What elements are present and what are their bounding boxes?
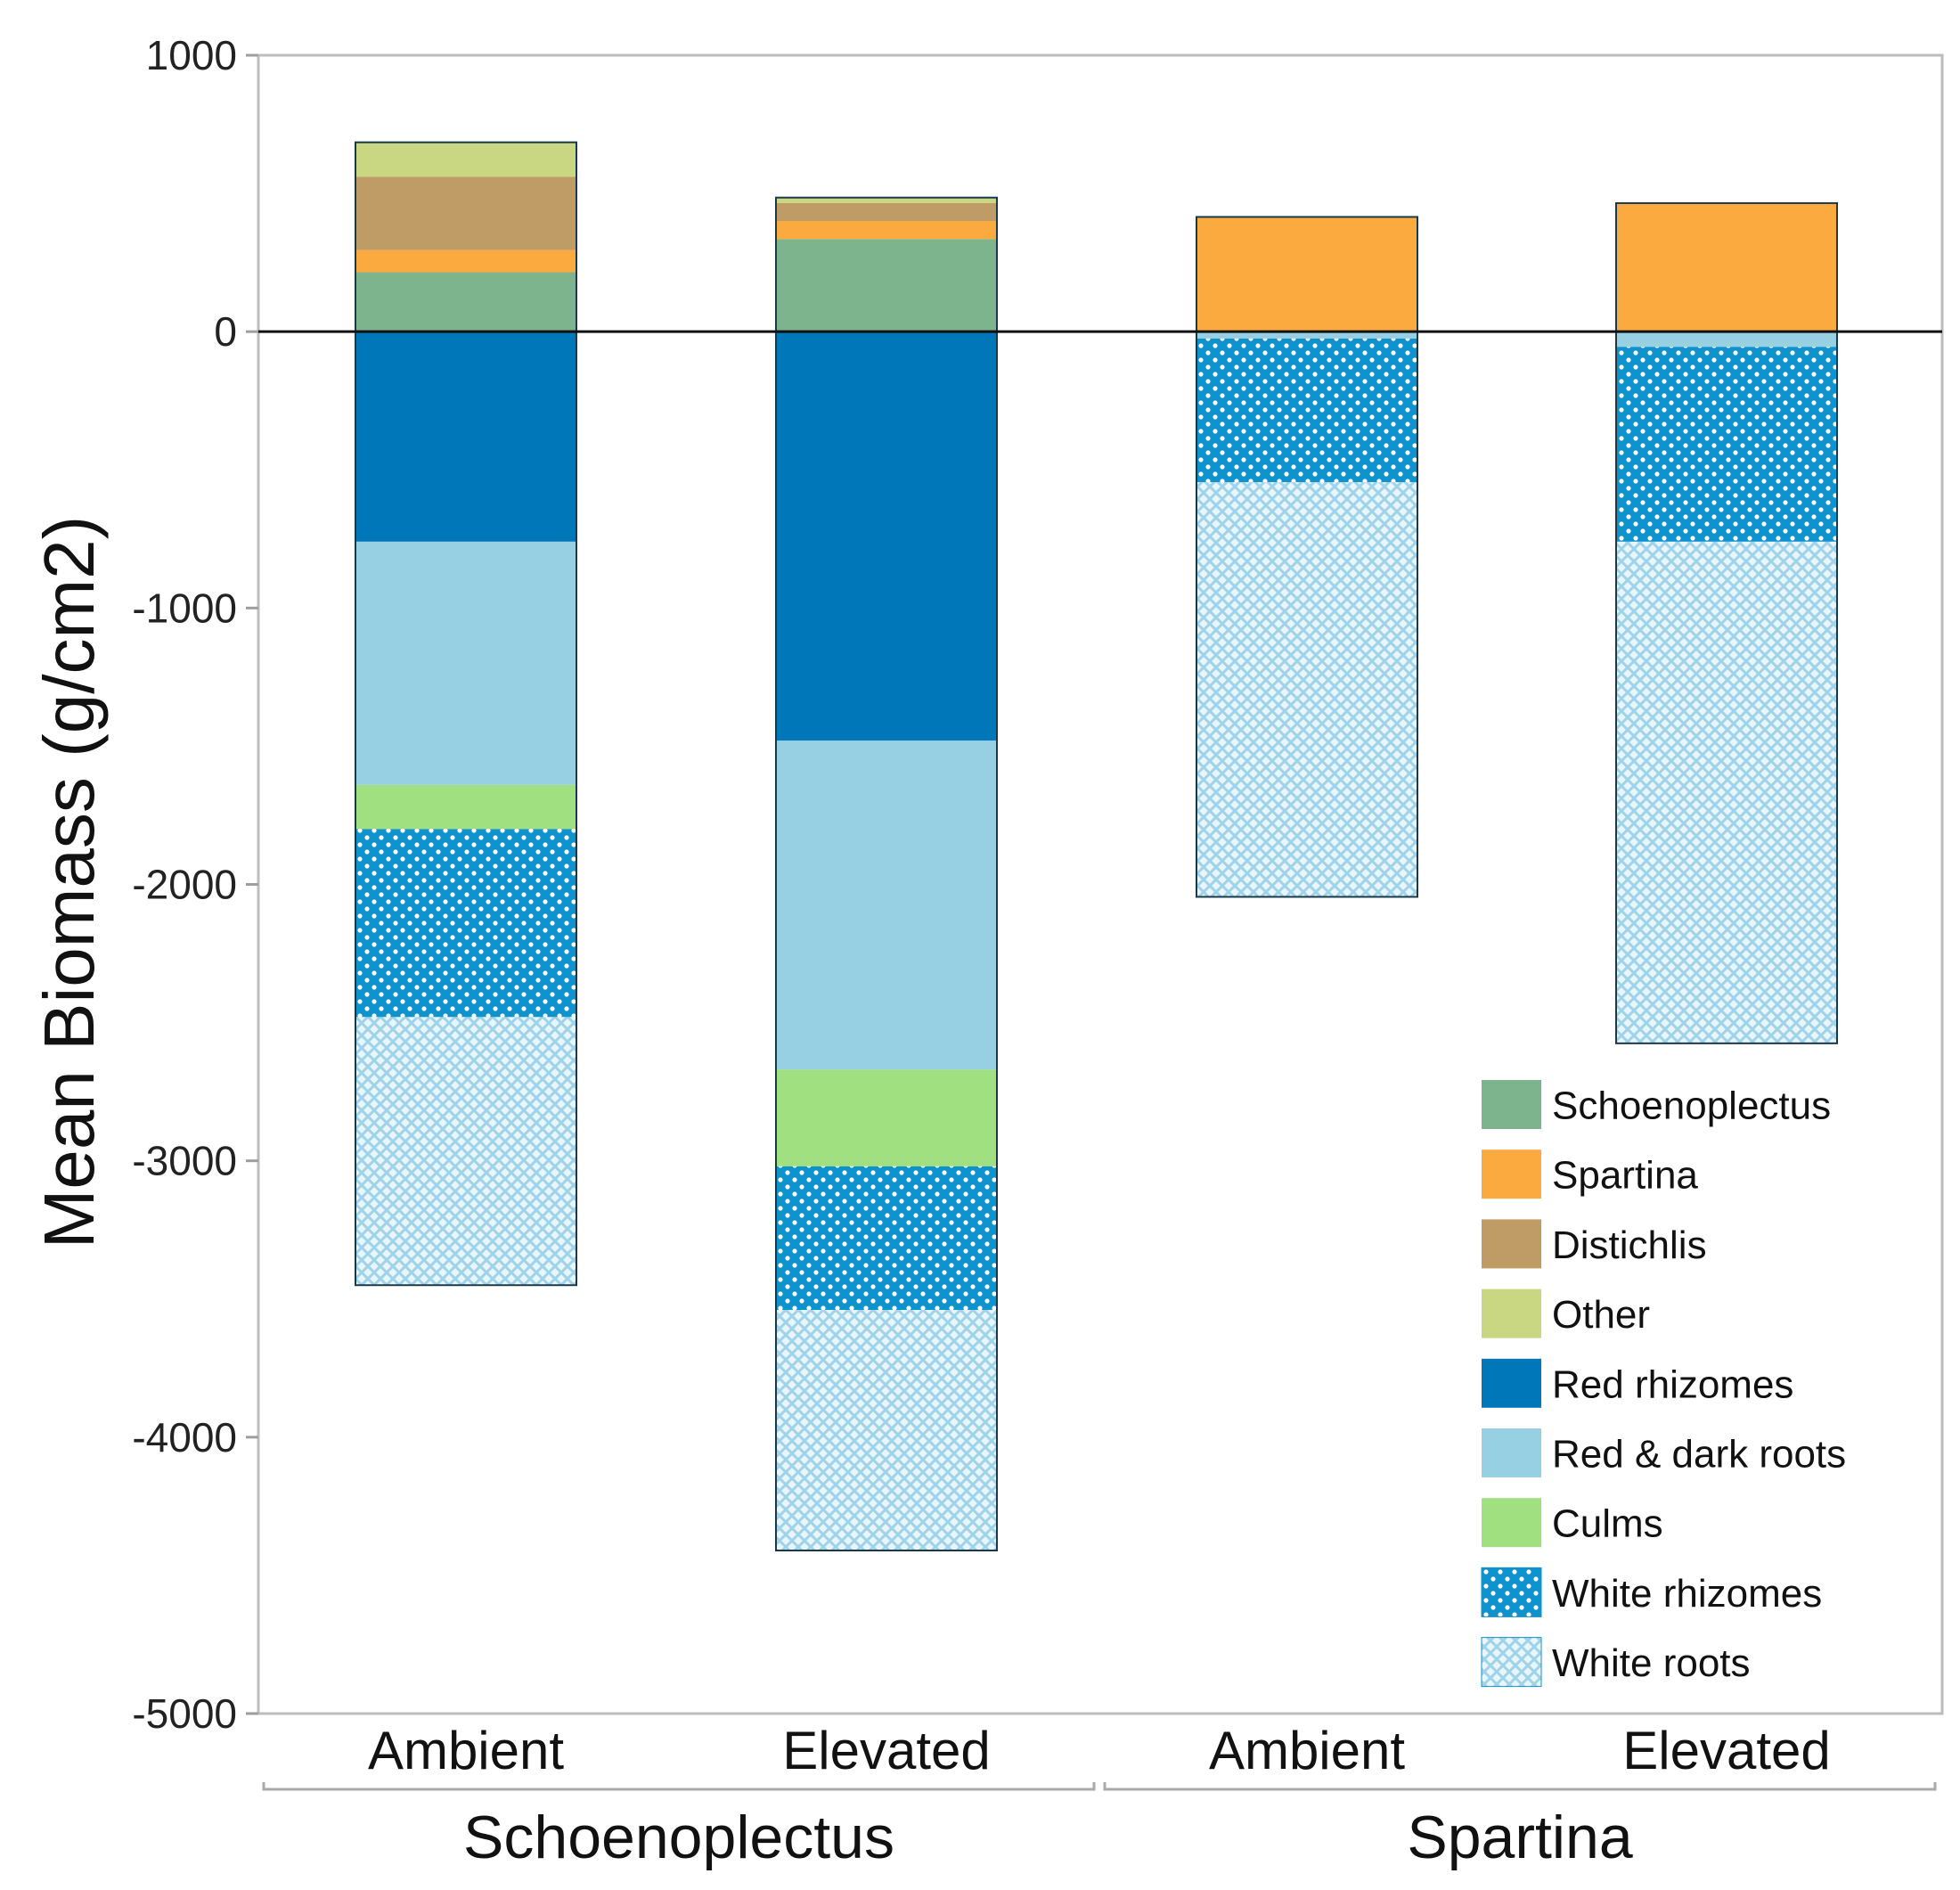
- legend-label: Distichlis: [1552, 1223, 1707, 1267]
- x-category-label: Ambient: [368, 1721, 564, 1780]
- x-group-label: Schoenoplectus: [463, 1804, 894, 1871]
- group-bracket: [1103, 1782, 1937, 1791]
- bar-segment-white-roots: [355, 1017, 576, 1286]
- bar-segment-spartina: [355, 250, 576, 273]
- legend-swatch: [1482, 1289, 1541, 1338]
- legend-label: Spartina: [1552, 1154, 1698, 1198]
- bar-segment-culms: [355, 784, 576, 830]
- legend-label: Culms: [1552, 1502, 1663, 1546]
- bar-segment-other: [776, 197, 997, 203]
- legend-swatch: [1482, 1219, 1541, 1269]
- y-tick-label: 1000: [146, 32, 237, 78]
- bar-segment-white-rhizomes: [776, 1166, 997, 1311]
- bar-segment-red-dark-roots: [1616, 331, 1837, 348]
- y-axis-title: Mean Biomass (g/cm2): [29, 516, 109, 1248]
- bar-segment-red-dark-roots: [776, 740, 997, 1070]
- bar-segment-spartina: [1616, 202, 1837, 332]
- bar-segment-white-rhizomes: [1616, 347, 1837, 542]
- y-tick-label: 0: [214, 308, 237, 355]
- group-bracket: [262, 1782, 1096, 1791]
- bar-segment-culms: [776, 1069, 997, 1166]
- x-category-label: Elevated: [1622, 1721, 1831, 1780]
- legend-swatch: [1481, 1567, 1542, 1617]
- bar-segment-distichlis: [355, 176, 576, 250]
- bar-segment-distichlis: [776, 202, 997, 222]
- bar-segment-red-dark-roots: [1196, 331, 1417, 339]
- bar-outline: [1615, 201, 1838, 1044]
- legend-label: Red & dark roots: [1552, 1433, 1846, 1477]
- bar-segment-red-rhizomes: [355, 331, 576, 542]
- bar-segment-white-roots: [1616, 541, 1837, 1043]
- legend-label: White rhizomes: [1552, 1572, 1822, 1616]
- y-tick-label: -4000: [132, 1414, 237, 1460]
- bar-segment-white-rhizomes: [355, 829, 576, 1018]
- y-axis: 1000 0 -1000 -2000 -3000 -4000 -5000: [132, 32, 258, 1737]
- legend-label: Other: [1552, 1293, 1650, 1337]
- bar-segment-schoenoplectus: [355, 272, 576, 332]
- legend-label: Schoenoplectus: [1552, 1084, 1831, 1128]
- x-category-label: Elevated: [782, 1721, 991, 1780]
- legend-label: Red rhizomes: [1552, 1362, 1793, 1406]
- legend-swatch: [1482, 1150, 1541, 1199]
- x-category-label: Ambient: [1209, 1721, 1405, 1780]
- y-tick-label: -1000: [132, 585, 237, 631]
- bar-segment-red-rhizomes: [776, 331, 997, 741]
- bar-segment-white-roots: [1196, 482, 1417, 897]
- legend-swatch: [1482, 1498, 1541, 1548]
- bar-segment-red-dark-roots: [355, 541, 576, 785]
- legend-swatch: [1482, 1358, 1541, 1408]
- bar-outline: [775, 196, 998, 1552]
- bar-outline: [1196, 216, 1418, 898]
- bar-segment-schoenoplectus: [776, 239, 997, 332]
- bar-segment-other: [355, 142, 576, 177]
- legend-swatch: [1481, 1637, 1542, 1688]
- y-tick-label: -5000: [132, 1690, 237, 1737]
- y-tick-label: -3000: [132, 1138, 237, 1184]
- legend-swatch: [1482, 1080, 1541, 1129]
- bar-outline: [355, 141, 577, 1287]
- bar-segment-spartina: [1196, 217, 1417, 332]
- y-tick-label: -2000: [132, 862, 237, 908]
- bar-segment-spartina: [776, 221, 997, 240]
- x-group-label: Spartina: [1407, 1804, 1632, 1871]
- bar-segment-white-roots: [776, 1310, 997, 1551]
- legend-label: White roots: [1552, 1641, 1751, 1685]
- bar-segment-white-rhizomes: [1196, 338, 1417, 483]
- legend: Schoenoplectus Spartina Distichlis Other Red…: [1481, 1080, 1846, 1688]
- x-axis: Ambient Elevated Ambient Elevated Schoenople…: [262, 1721, 1937, 1871]
- bars: [355, 141, 1838, 1552]
- legend-swatch: [1482, 1428, 1541, 1477]
